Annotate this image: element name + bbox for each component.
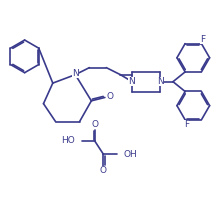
Text: OH: OH — [123, 150, 137, 159]
Text: N: N — [72, 69, 79, 78]
Text: N: N — [158, 77, 164, 86]
Text: N: N — [128, 77, 135, 86]
Text: F: F — [184, 120, 189, 129]
Text: HO: HO — [62, 136, 75, 145]
Text: F: F — [200, 35, 205, 44]
Text: O: O — [91, 120, 99, 129]
Text: O: O — [107, 92, 113, 101]
Text: O: O — [100, 166, 107, 175]
